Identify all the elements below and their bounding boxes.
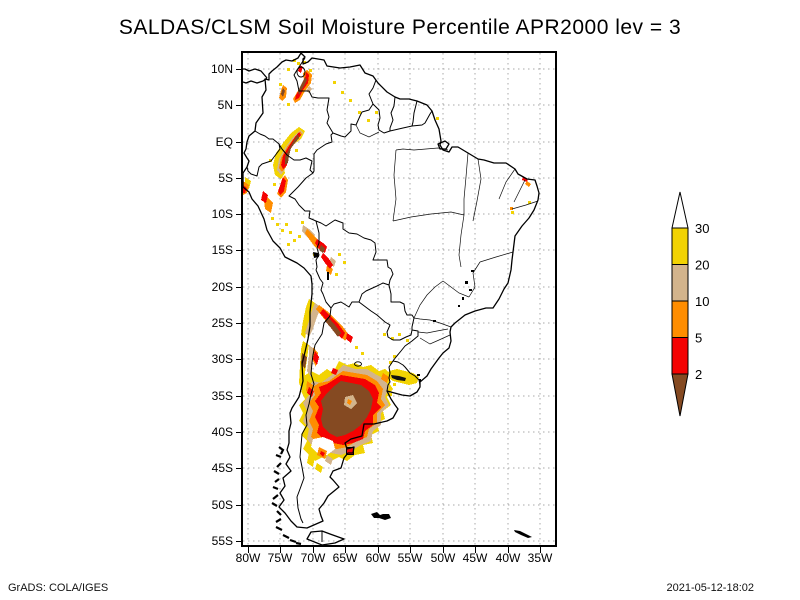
lon-tick-label: 60W	[365, 551, 391, 565]
colorbar-segment	[671, 264, 689, 302]
lat-tick-label: 50S	[211, 498, 233, 512]
colorbar-top-arrow	[671, 191, 689, 229]
lon-tick-mark	[475, 547, 476, 553]
map-frame	[241, 51, 557, 547]
panama-coast	[243, 68, 268, 84]
colorbar-segment	[671, 337, 689, 375]
lat-tick-mark	[236, 213, 243, 215]
lat-tick-mark	[236, 68, 243, 70]
colorbar-level-label: 10	[695, 294, 709, 309]
lat-tick-label: 30S	[211, 352, 233, 366]
colorbar-segment	[671, 300, 689, 338]
lat-tick-mark	[236, 467, 243, 469]
lon-tick-mark	[345, 547, 346, 553]
coastline-path	[243, 53, 540, 529]
map-svg	[243, 53, 555, 545]
lon-tick-mark	[410, 547, 411, 553]
state-borders	[355, 124, 539, 345]
colorbar-level-label: 30	[695, 221, 709, 236]
lat-tick-label: 20S	[211, 280, 233, 294]
map-black-features	[271, 252, 532, 545]
drought-shading	[243, 59, 531, 473]
lon-tick-label: 50W	[430, 551, 456, 565]
lat-tick-label: 55S	[211, 534, 233, 548]
lon-tick-label: 70W	[300, 551, 326, 565]
colorbar-segment	[671, 227, 689, 265]
grads-stamp: GrADS: COLA/IGES	[8, 582, 109, 594]
lon-tick-mark	[248, 547, 249, 553]
lon-tick-mark	[280, 547, 281, 553]
lon-tick-label: 65W	[332, 551, 358, 565]
colorbar-bottom-arrow	[671, 373, 689, 417]
lat-tick-mark	[236, 504, 243, 506]
colorbar: 30 20 10 5 2	[671, 191, 709, 417]
lon-tick-label: 35W	[527, 551, 553, 565]
lat-tick-mark	[236, 249, 243, 251]
lat-tick-label: 40S	[211, 425, 233, 439]
lake-mar-chiquita	[354, 361, 362, 367]
colorbar-level-label: 5	[695, 331, 702, 346]
timestamp: 2021-05-12-18:02	[666, 582, 754, 594]
colorbar-level-label: 20	[695, 258, 709, 273]
lake-maracaibo	[296, 66, 306, 78]
lon-tick-label: 55W	[397, 551, 423, 565]
lon-tick-mark	[540, 547, 541, 553]
falkland-islands	[371, 512, 391, 520]
lat-tick-mark	[236, 540, 243, 542]
lon-tick-mark	[443, 547, 444, 553]
lat-tick-label: 45S	[211, 461, 233, 475]
lon-tick-mark	[508, 547, 509, 553]
lat-tick-mark	[236, 177, 243, 179]
lat-tick-label: EQ	[215, 135, 233, 149]
lat-tick-label: 10S	[211, 207, 233, 221]
lat-tick-mark	[236, 431, 243, 433]
lat-tick-label: 25S	[211, 316, 233, 330]
lon-tick-mark	[378, 547, 379, 553]
country-borders	[246, 57, 433, 542]
lat-tick-mark	[236, 141, 243, 143]
lat-tick-label: 35S	[211, 389, 233, 403]
colorbar-level-label: 2	[695, 367, 702, 382]
lat-tick-mark	[236, 358, 243, 360]
tierra-del-fuego	[306, 530, 345, 545]
lat-tick-mark	[236, 322, 243, 324]
lon-tick-label: 80W	[235, 551, 261, 565]
lat-tick-mark	[236, 395, 243, 397]
chile-fjords	[271, 446, 302, 545]
lat-tick-mark	[236, 104, 243, 106]
lon-tick-mark	[313, 547, 314, 553]
plot-title: SALDAS/CLSM Soil Moisture Percentile APR…	[118, 16, 682, 39]
lon-tick-label: 40W	[495, 551, 521, 565]
lat-tick-label: 10N	[210, 62, 233, 76]
grid-lines	[243, 53, 555, 545]
lat-tick-label: 5S	[218, 171, 233, 185]
lat-tick-label: 15S	[211, 243, 233, 257]
south-georgia-island	[514, 530, 532, 538]
lat-tick-label: 5N	[217, 98, 233, 112]
lat-tick-mark	[236, 286, 243, 288]
lon-tick-label: 45W	[462, 551, 488, 565]
lon-tick-label: 75W	[267, 551, 293, 565]
